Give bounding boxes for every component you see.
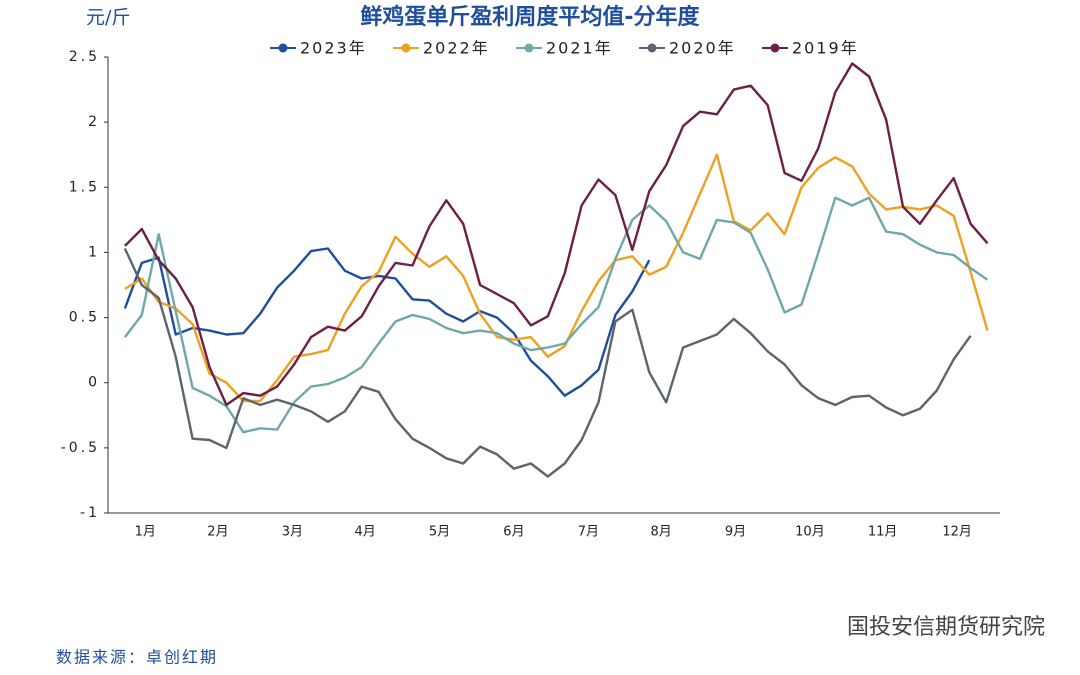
y-tick-label: 2 — [88, 114, 100, 130]
legend-marker — [770, 43, 780, 53]
x-tick-label: 10月 — [795, 525, 825, 540]
legend-label: 2019年 — [792, 39, 859, 58]
x-tick-label: 6月 — [503, 525, 524, 540]
series-line — [124, 153, 989, 403]
x-tick-label: 12月 — [942, 525, 972, 540]
y-unit: 元/斤 — [86, 7, 130, 29]
watermark: 国投安信期货研究院 — [847, 615, 1045, 640]
x-tick-label: 11月 — [868, 525, 898, 540]
legend-label: 2023年 — [300, 39, 367, 58]
x-tick-label: 2月 — [207, 525, 228, 540]
x-tick-label: 9月 — [725, 525, 746, 540]
y-tick-label: -0.5 — [61, 440, 100, 456]
x-tick-label: 5月 — [429, 525, 450, 540]
y-tick-label: 0.5 — [69, 310, 100, 326]
y-tick-label: 0 — [88, 375, 100, 391]
legend-marker — [401, 43, 411, 53]
x-tick-label: 7月 — [578, 525, 599, 540]
series-line — [123, 247, 972, 478]
legend-marker — [524, 43, 534, 53]
legend-marker — [647, 43, 657, 53]
series-line — [124, 62, 989, 407]
x-tick-label: 3月 — [282, 525, 303, 540]
legend-label: 2020年 — [669, 39, 736, 58]
chart-title: 鲜鸡蛋单斤盈利周度平均值-分年度 — [360, 4, 700, 30]
y-tick-label: 2.5 — [69, 49, 100, 65]
series-line — [123, 247, 651, 397]
y-tick-label: 1 — [88, 244, 100, 260]
x-tick-label: 1月 — [135, 525, 156, 540]
y-tick-label: -1 — [80, 505, 100, 521]
legend-marker — [278, 43, 288, 53]
legend-label: 2022年 — [423, 39, 490, 58]
series-line — [123, 196, 989, 434]
source: 数据来源：卓创红期 — [56, 648, 218, 667]
y-tick-label: 1.5 — [69, 179, 100, 195]
x-tick-label: 8月 — [650, 525, 671, 540]
legend-label: 2021年 — [546, 39, 613, 58]
x-tick-label: 4月 — [354, 525, 375, 540]
